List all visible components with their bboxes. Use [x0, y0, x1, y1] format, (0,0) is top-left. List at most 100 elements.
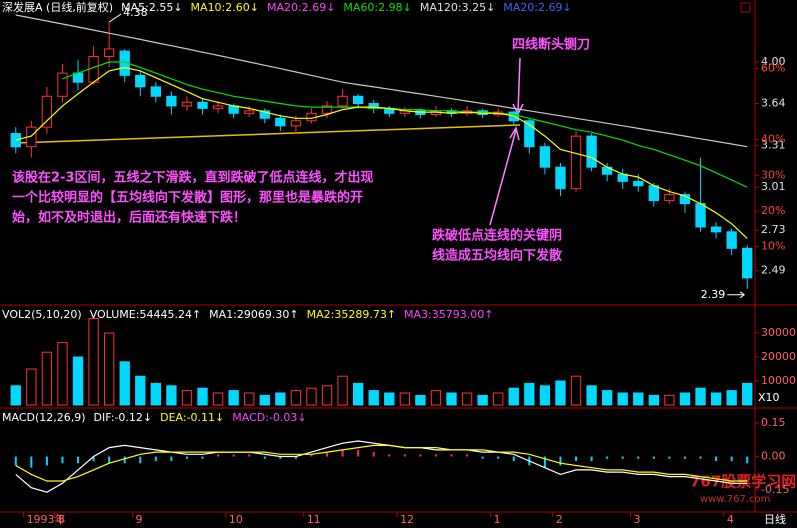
candle-body	[695, 203, 706, 228]
volume-bar	[72, 356, 84, 406]
volume-bar	[150, 382, 162, 406]
candle-body	[710, 226, 722, 233]
volume-bar	[508, 387, 519, 406]
candle-body	[555, 166, 566, 190]
legend-entry: MA5:2.55↓	[121, 1, 183, 14]
legend-entry: DIF:-0.12↓	[93, 411, 153, 424]
x-tick-label: 8	[58, 513, 65, 526]
window-icon[interactable]	[740, 2, 751, 13]
volume-bar	[181, 390, 193, 406]
volume-bar	[633, 392, 644, 406]
candle-body	[57, 72, 68, 97]
x-tick-label: 1	[493, 513, 500, 526]
volume-bar	[228, 390, 239, 406]
legend-entry: 深发展A (日线,前复权)	[2, 1, 114, 14]
candle-body	[135, 74, 146, 88]
volume-bar	[259, 394, 270, 406]
legend-entry: MA20:2.69↓	[266, 1, 336, 14]
volume-bar	[586, 385, 597, 406]
candle-body	[10, 133, 21, 148]
annotation-note: 跌破低点连线的关键阴	[432, 228, 562, 244]
candle-body	[88, 55, 99, 83]
volume-bar	[103, 332, 115, 406]
low-label: 2.39	[701, 288, 726, 301]
y-tick-label: 2.49	[761, 264, 786, 277]
x-tick-label: 11	[307, 513, 321, 526]
y-tick-label: -0.15	[761, 483, 789, 496]
candle-body	[524, 120, 535, 148]
candle-body	[664, 194, 675, 202]
volume-bar	[664, 394, 675, 406]
y-tick-label: 3.01	[761, 180, 786, 193]
watermark-url: www.767.com	[700, 494, 770, 505]
y-tick-label: 40%	[761, 133, 785, 146]
annotation-note: 该股在2-3区间，五线之下滑跌，直到跌破了低点连线，才出现	[12, 170, 374, 186]
y-tick-label: 30%	[761, 168, 785, 181]
volume-bar	[679, 392, 691, 406]
volume-bar	[352, 382, 364, 406]
legend-entry: MA20:2.69↓	[503, 1, 572, 14]
macd-header: MACD(12,26,9) DIF:-0.12↓ DEA:-0.11↓ MACD:-0…	[2, 411, 315, 425]
x-tick-label: 4	[727, 513, 734, 526]
volume-bar	[57, 342, 68, 406]
x-tick-label: 2	[556, 513, 563, 526]
indicator-line	[15, 440, 748, 493]
volume-bar	[555, 380, 566, 406]
candle-body	[352, 95, 364, 104]
volume-bar	[493, 392, 504, 406]
y-tick-label: 4.00	[761, 55, 786, 68]
high-pointer	[108, 13, 122, 23]
candle-body	[150, 86, 162, 97]
volume-bar	[742, 382, 753, 406]
trend-line	[14, 124, 521, 144]
arrow	[517, 57, 521, 113]
candle-body	[228, 105, 239, 114]
high-label: 4.38	[123, 6, 148, 19]
y-tick-label: 0.15	[761, 416, 786, 429]
volume-bar	[695, 387, 706, 406]
volume-bar	[306, 387, 317, 406]
candle-body	[41, 95, 53, 128]
candle-body	[212, 105, 224, 109]
candle-body	[259, 110, 270, 119]
y-tick-label: 20000	[761, 350, 796, 363]
x-tick-label: 9	[136, 513, 143, 526]
volume-bar	[415, 394, 426, 406]
volume-bar	[212, 392, 224, 406]
candle-body	[586, 135, 597, 168]
x-tick-label: 1993年	[27, 512, 66, 526]
volume-bar	[88, 318, 99, 406]
y-tick-label: 60%	[761, 61, 785, 74]
volume-bar	[368, 390, 379, 406]
y-tick-label: 20%	[761, 204, 785, 217]
candle-body	[244, 110, 255, 114]
volume-bar	[524, 382, 535, 406]
y-tick-label: 0.00	[761, 450, 786, 463]
unit-label: X10	[758, 391, 780, 404]
price-header: 深发展A (日线,前复权) MA5:2.55↓ MA10:2.60↓ MA20:2.6…	[2, 1, 580, 15]
candle-body	[103, 48, 115, 57]
low-arrow	[739, 291, 746, 299]
legend-entry: MA2:35289.73↑	[306, 308, 397, 321]
x-tick-label: 12	[400, 513, 414, 526]
legend-entry: MA120:3.25↓	[419, 1, 496, 14]
volume-bar	[384, 392, 395, 406]
volume-bar	[275, 392, 286, 406]
volume-bar	[461, 392, 473, 406]
candle-body	[197, 101, 208, 109]
candle-body	[337, 95, 348, 107]
volume-bar	[166, 385, 177, 406]
arrow-head	[509, 126, 520, 141]
volume-bar	[119, 361, 130, 406]
candle-body	[679, 194, 691, 205]
annotation-title: 四线断头铡刀	[512, 37, 590, 53]
annotation-note: 一个比较明显的【五均线向下发散】图形，那里也是暴跌的开	[12, 190, 363, 206]
x-tick-label: 3	[634, 513, 641, 526]
candle-body	[321, 105, 333, 114]
legend-entry: MA60:2.98↓	[343, 1, 412, 14]
volume-bar	[321, 385, 333, 406]
legend-entry: MACD(12,26,9)	[2, 411, 86, 424]
legend-entry: MACD:-0.03↓	[232, 411, 307, 424]
y-tick-label: 30000	[761, 326, 796, 339]
